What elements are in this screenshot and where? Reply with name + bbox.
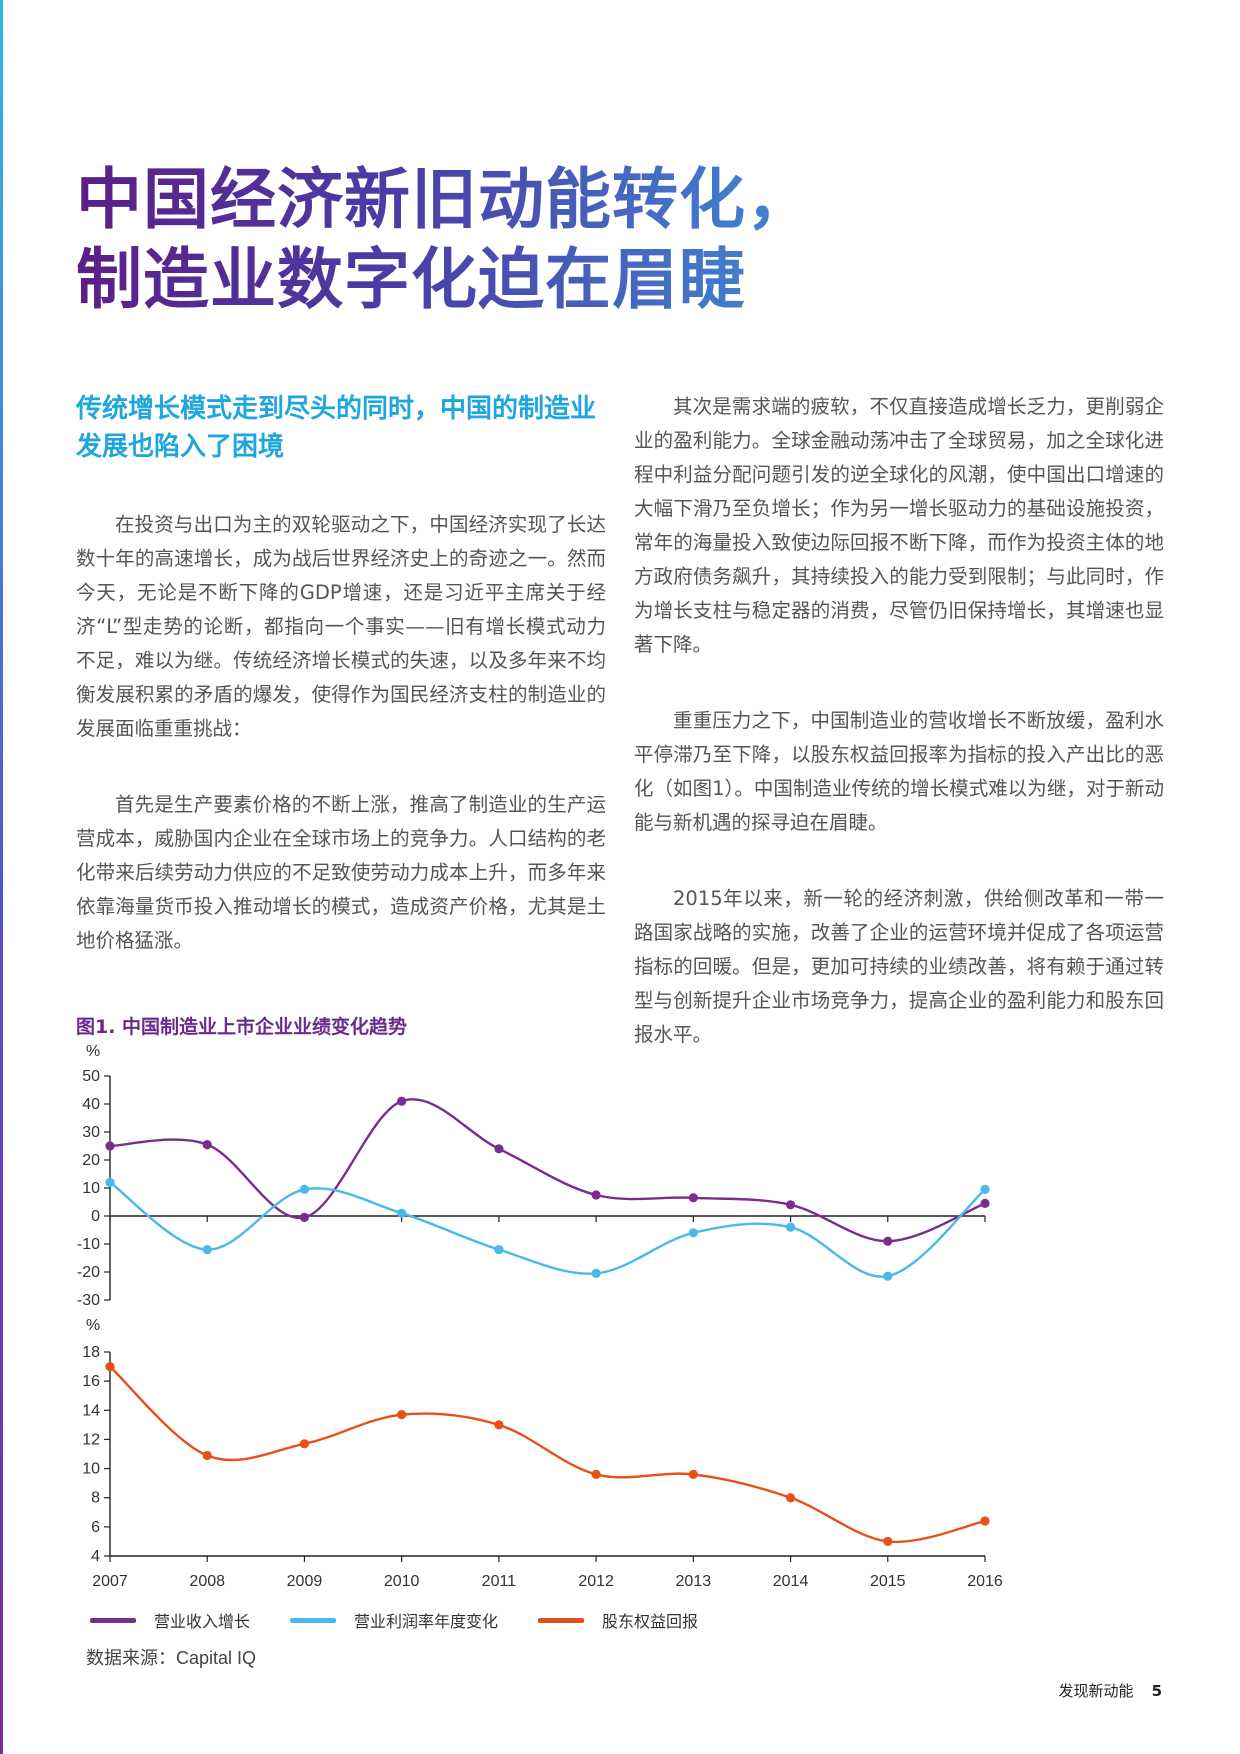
y-tick-label: 10 <box>82 1461 100 1478</box>
page-number: 5 <box>1151 1681 1162 1700</box>
data-point <box>494 1245 504 1255</box>
page-footer: 发现新动能 5 <box>1059 1680 1162 1701</box>
x-tick-label: 2008 <box>189 1573 225 1590</box>
y-tick-label: 16 <box>82 1373 100 1390</box>
data-point <box>591 1190 601 1200</box>
series-line <box>109 1365 986 1544</box>
paragraph: 首先是生产要素价格的不断上涨，推高了制造业的生产运营成本，威胁国内企业在全球市场… <box>76 793 606 952</box>
data-point <box>785 1200 796 1210</box>
data-point <box>105 1141 115 1151</box>
y-tick-label: -30 <box>77 1292 100 1309</box>
legend-label: 营业收入增长 <box>154 1612 251 1631</box>
data-point <box>688 1228 698 1238</box>
data-point <box>397 1096 407 1106</box>
legend-swatch <box>290 1617 337 1623</box>
data-point <box>202 1450 212 1461</box>
data-point <box>980 1198 990 1208</box>
x-tick-label: 2010 <box>384 1573 420 1590</box>
data-point <box>883 1536 893 1547</box>
footer-section: 发现新动能 <box>1058 1682 1134 1700</box>
data-point <box>785 1493 796 1503</box>
data-point <box>105 1361 115 1372</box>
paragraph: 其次是需求端的疲软，不仅直接造成增长乏力，更削弱企业的盈利能力。全球金融动荡冲击… <box>634 395 1164 656</box>
x-tick-label: 2014 <box>773 1573 809 1590</box>
y-tick-label: 20 <box>82 1152 100 1169</box>
left-edge-accent <box>0 0 3 1754</box>
legend-label: 股东权益回报 <box>602 1612 699 1631</box>
legend-label: 营业利润率年度变化 <box>354 1612 499 1631</box>
y-tick-label: 10 <box>82 1180 100 1197</box>
data-point <box>494 1144 504 1154</box>
x-tick-label: 2013 <box>676 1573 712 1590</box>
chart-legend: 营业收入增长 营业利润率年度变化 股东权益回报 <box>90 1608 738 1632</box>
data-point <box>591 1469 601 1479</box>
section-subheading: 传统增长模式走到尽头的同时，中国的制造业发展也陷入了困境 <box>76 394 597 462</box>
y-tick-label: 14 <box>82 1402 100 1419</box>
x-tick-label: 2016 <box>967 1573 1003 1590</box>
y-tick-label: 18 <box>82 1344 100 1361</box>
data-point <box>494 1420 504 1430</box>
data-point <box>397 1208 407 1218</box>
legend-item: 营业利润率年度变化 <box>290 1608 498 1632</box>
data-point <box>785 1222 796 1232</box>
data-point <box>299 1184 310 1194</box>
right-column: 其次是需求端的疲软，不仅直接造成增长乏力，更削弱企业的盈利能力。全球金融动荡冲击… <box>634 390 1164 1094</box>
data-point <box>202 1245 212 1255</box>
data-point <box>980 1516 990 1526</box>
paragraph: 在投资与出口为主的双轮驱动之下，中国经济实现了长达数十年的高速增长，成为战后世界… <box>76 513 606 740</box>
paragraph: 重重压力之下，中国制造业的营收增长不断放缓，盈利水平停滞乃至下降，以股东权益回报… <box>634 709 1164 834</box>
x-tick-label: 2007 <box>92 1573 128 1590</box>
data-point <box>883 1236 893 1246</box>
series-line <box>109 1181 986 1278</box>
left-column: 传统增长模式走到尽头的同时，中国的制造业发展也陷入了困境 在投资与出口为主的双轮… <box>76 390 606 1000</box>
figure-title: 图1. 中国制造业上市企业业绩变化趋势 <box>76 1016 408 1038</box>
legend-item: 股东权益回报 <box>538 1608 698 1632</box>
y-tick-label: 0 <box>91 1208 100 1225</box>
legend-item: 营业收入增长 <box>90 1608 250 1632</box>
data-point <box>202 1140 212 1150</box>
y-axis-unit-label: % <box>86 1317 100 1334</box>
x-tick-label: 2012 <box>578 1573 614 1590</box>
data-point <box>688 1469 698 1479</box>
legend-swatch <box>538 1617 585 1623</box>
y-tick-label: -10 <box>77 1236 100 1253</box>
series-line <box>109 1098 986 1243</box>
legend-swatch <box>90 1617 136 1623</box>
data-point <box>299 1439 310 1449</box>
data-point <box>688 1193 698 1203</box>
y-tick-label: 12 <box>82 1431 100 1448</box>
data-point <box>591 1268 601 1278</box>
x-tick-label: 2015 <box>870 1573 906 1590</box>
y-tick-label: 4 <box>91 1548 100 1565</box>
paragraph: 2015年以来，新一轮的经济刺激，供给侧改革和一带一路国家战略的实施，改善了企业… <box>634 887 1164 1046</box>
y-tick-label: 50 <box>82 1068 100 1085</box>
y-axis-unit-label: % <box>86 1043 100 1060</box>
y-tick-label: 8 <box>91 1490 100 1507</box>
x-tick-label: 2009 <box>287 1573 323 1590</box>
data-point <box>105 1177 115 1187</box>
x-tick-label: 2011 <box>482 1573 517 1590</box>
y-tick-label: 6 <box>91 1519 100 1536</box>
y-tick-label: -20 <box>77 1264 100 1281</box>
data-source: 数据来源：Capital IQ <box>86 1648 257 1668</box>
data-point <box>883 1271 893 1281</box>
data-point <box>397 1410 407 1420</box>
y-tick-label: 30 <box>82 1124 100 1141</box>
data-point <box>980 1184 990 1194</box>
y-tick-label: 40 <box>82 1096 100 1113</box>
data-point <box>299 1212 310 1222</box>
